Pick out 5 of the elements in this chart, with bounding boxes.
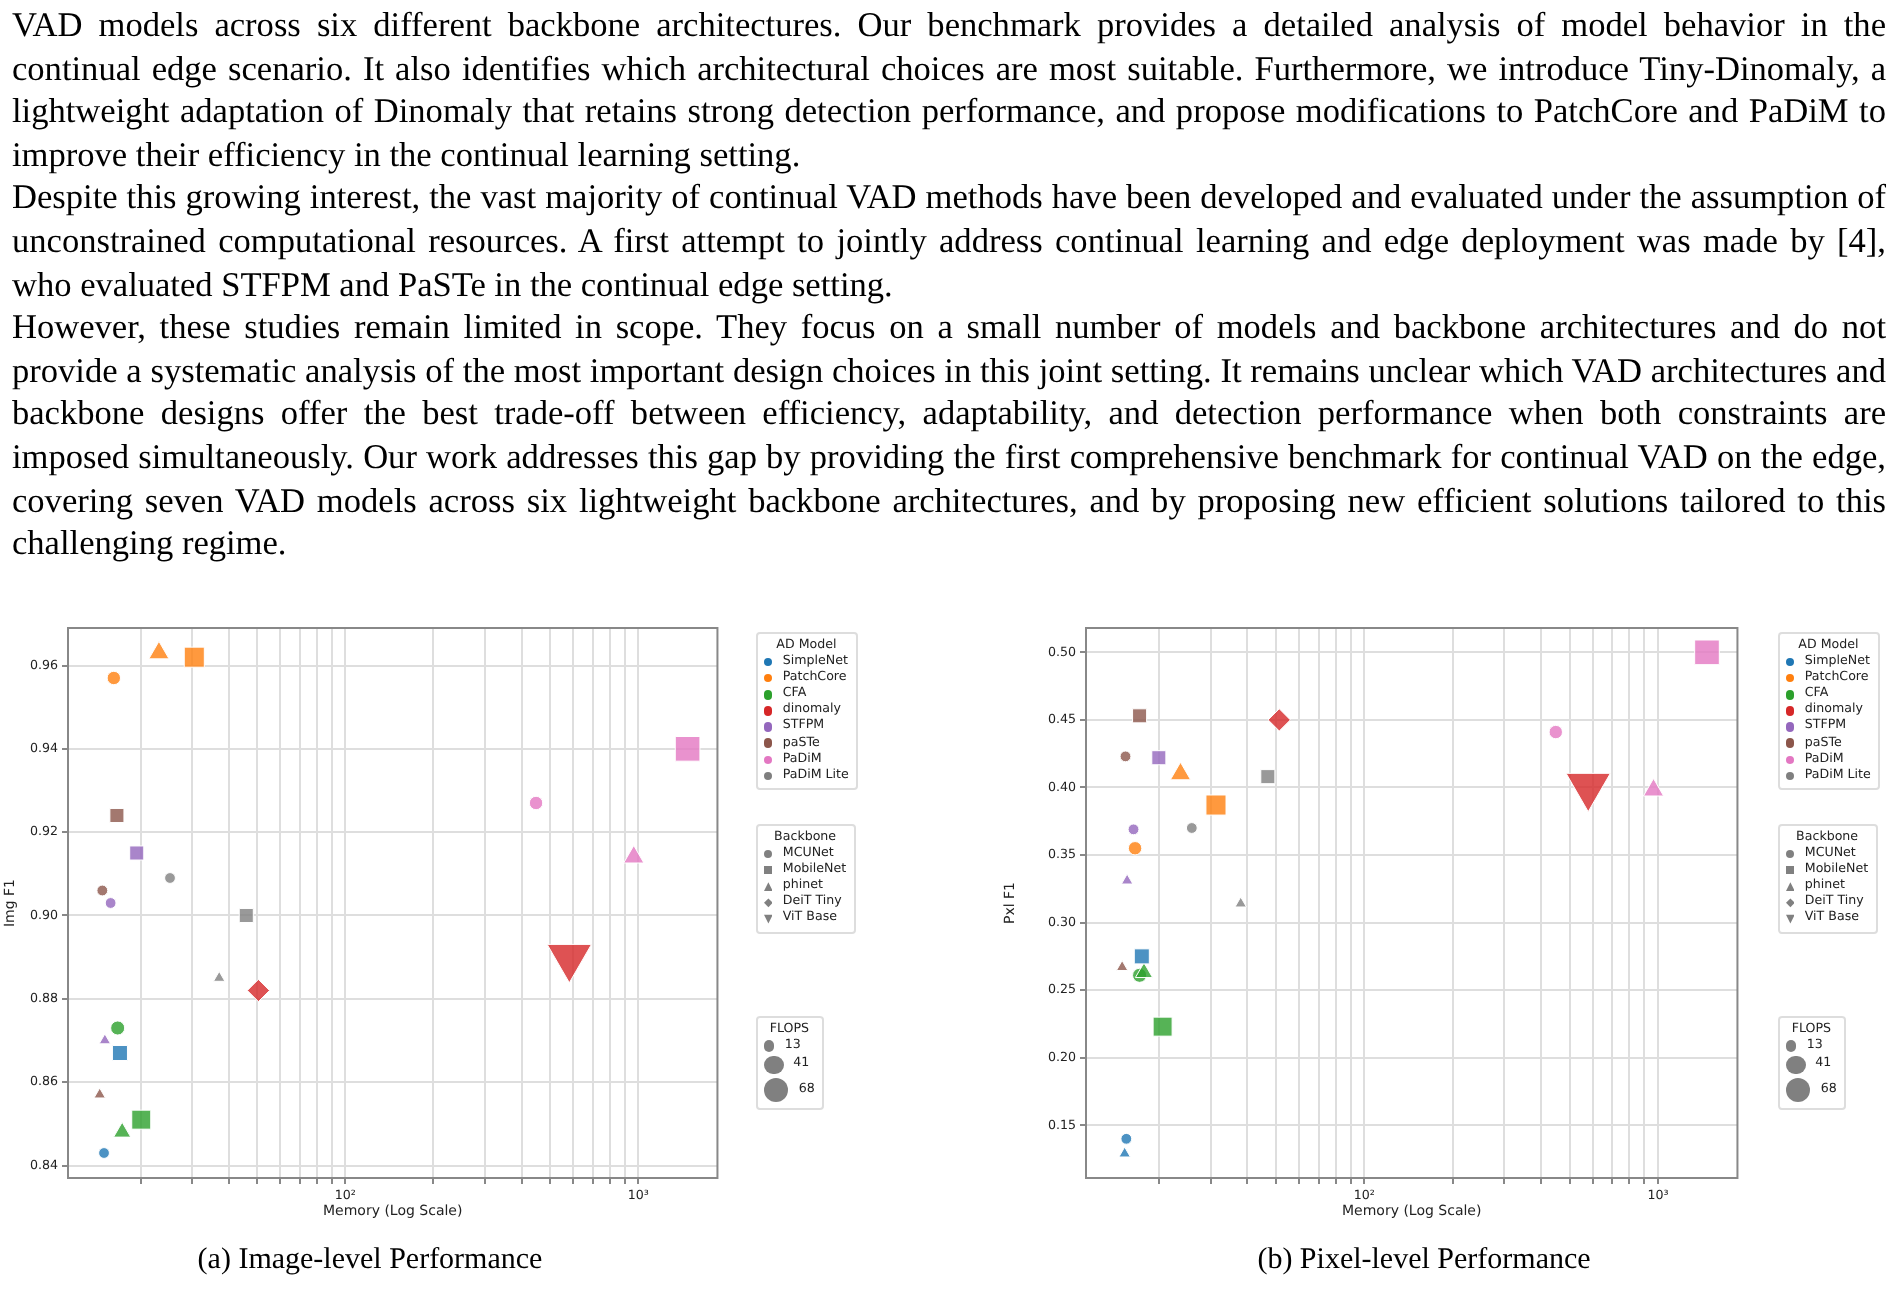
text: However, these studies remain limited in scope. They focus on a small number of models and backbone architectures and do not provide a systematic analysis of the most important design choices in this joint setting. It remains unclear which VAD architectures and backbone designs offer the best trade-off between efficiency, adaptability, and detection performance when both constraints are imposed simultaneously. Our work addresses this gap by providing the first comprehensive benchmark for continual VAD on the edge, covering seven VAD models across six lightweight backbone architectures, and by proposing new efficient solutions tailored to this challenging regime. bbox=[12, 306, 1886, 566]
text: Despite this growing interest, the vast majority of continual VAD methods have been developed and evaluated under the assumption of unconstrained computational resources. A first attempt to jointly address continual learning and edge deployment was made by [4], who evaluated STFPM and PaSTe in the continual edge setting. bbox=[12, 176, 1886, 307]
text: (a) Image-level Performance bbox=[197, 1244, 543, 1278]
text: VAD models across six different backbone architectures. Our benchmark provides a detailed analysis of model behavior in the continual edge scenario. It also identifies which architectural choices are most suitable. Furthermore, we introduce Tiny-Dinomaly, a lightweight adaptation of Dinomaly that retains strong detection performance, and propose modifications to PatchCore and PaDiM to improve their efficiency in the continual learning setting. bbox=[12, 4, 1886, 177]
text: (b) Pixel-level Performance bbox=[1257, 1244, 1591, 1278]
